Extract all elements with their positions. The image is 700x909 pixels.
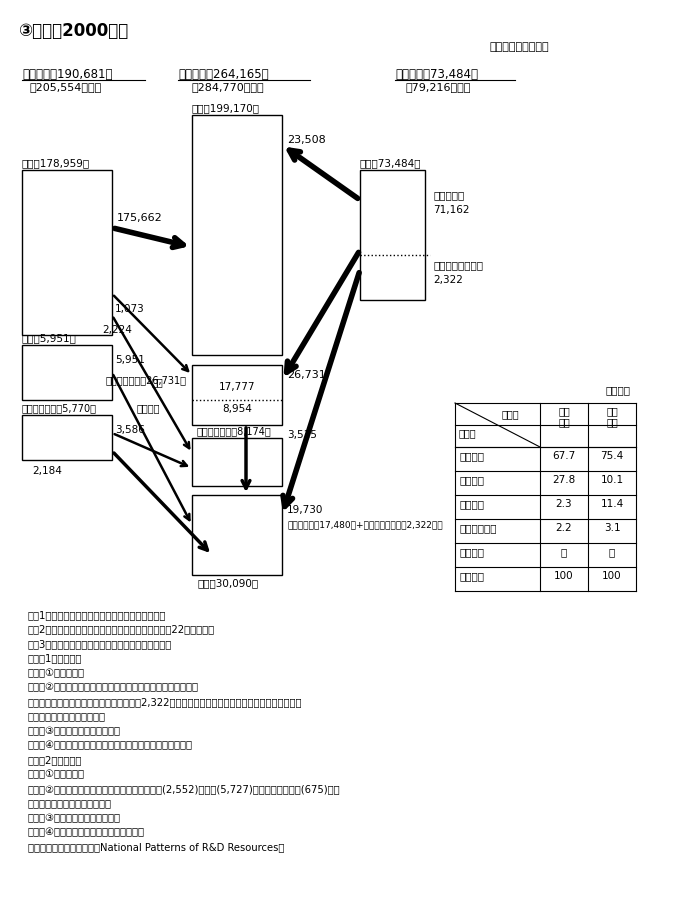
Text: 使用
割合: 使用 割合 — [606, 406, 618, 427]
Text: 11.4: 11.4 — [601, 499, 624, 509]
Text: 大　　学: 大 学 — [459, 499, 484, 509]
Text: 民営研究機関: 民営研究機関 — [459, 523, 496, 533]
Bar — [192, 438, 282, 486]
Text: 23,508: 23,508 — [287, 135, 326, 145]
Text: （大学5,951）: （大学5,951） — [22, 333, 77, 343]
Bar — [192, 365, 282, 425]
Text: ④民営研究機関：営利を目的としない民営の研究機関: ④民営研究機関：営利を目的としない民営の研究機関 — [28, 741, 193, 751]
Text: （政府研究機関26,731）: （政府研究機関26,731） — [106, 375, 187, 385]
Text: 外　　国: 外 国 — [459, 547, 484, 557]
Text: 100: 100 — [554, 571, 574, 581]
Text: 政　　府: 政 府 — [459, 475, 484, 485]
Text: （総使用額264,165）: （総使用額264,165） — [178, 68, 269, 81]
Text: （2）使用者側: （2）使用者側 — [28, 755, 83, 765]
Text: 26,731: 26,731 — [287, 370, 326, 380]
Text: 2.3: 2.3 — [556, 499, 573, 509]
Text: 州及び地方政府分: 州及び地方政府分 — [433, 260, 483, 270]
Text: 連邦政府分: 連邦政府分 — [433, 190, 464, 200]
Text: （産業199,170）: （産業199,170） — [192, 103, 260, 113]
Text: 3.1: 3.1 — [603, 523, 620, 533]
Text: ①産業：産業: ①産業：産業 — [28, 668, 85, 678]
Text: ④民営研究機関：負担者側に同じ。: ④民営研究機関：負担者側に同じ。 — [28, 827, 145, 837]
Text: （205,554億円）: （205,554億円） — [30, 82, 102, 92]
Text: 100: 100 — [602, 571, 622, 581]
Text: 10.1: 10.1 — [601, 475, 624, 485]
Text: 直営: 直営 — [152, 377, 164, 387]
Text: 単位：％: 単位：％ — [606, 385, 631, 395]
Text: 71,162: 71,162 — [433, 205, 470, 215]
Bar — [22, 415, 112, 460]
Text: 19,730: 19,730 — [287, 505, 323, 515]
Text: 産　　業: 産 業 — [459, 451, 484, 461]
Text: ③米国（2000年）: ③米国（2000年） — [18, 22, 128, 40]
Text: 注）1．自然科学と人文・社会科学の合計である。: 注）1．自然科学と人文・社会科学の合計である。 — [28, 610, 167, 620]
Text: 資料：米国国立科学財団「National Patterns of R&D Resources」: 資料：米国国立科学財団「National Patterns of R&D Res… — [28, 842, 284, 852]
Text: （政府73,484）: （政府73,484） — [360, 158, 421, 168]
Text: 州及び地方政府からの負担額（2,322）は大学への支出であり、その他の機関への負担: 州及び地方政府からの負担額（2,322）は大学への支出であり、その他の機関への負… — [28, 697, 302, 707]
Text: 175,662: 175,662 — [117, 213, 162, 223]
Text: 75.4: 75.4 — [601, 451, 624, 461]
Text: 8,954: 8,954 — [222, 404, 252, 414]
Text: （政府負担73,484）: （政府負担73,484） — [395, 68, 478, 81]
Bar — [192, 115, 282, 355]
Text: 運営委託: 運営委託 — [137, 403, 160, 413]
Text: 合　　計: 合 計 — [459, 571, 484, 581]
Text: （連邦政府（17,480）+州及び地方政府（2,322））: （連邦政府（17,480）+州及び地方政府（2,322）） — [287, 520, 442, 529]
Text: 27.8: 27.8 — [552, 475, 575, 485]
Text: 3．各組織の範囲については次のとおりである。: 3．各組織の範囲については次のとおりである。 — [28, 639, 172, 649]
Text: ①産業：産業: ①産業：産業 — [28, 770, 85, 780]
Text: 組　織: 組 織 — [459, 428, 477, 438]
Bar — [192, 495, 282, 575]
Text: －: － — [609, 547, 615, 557]
Text: 負担
割合: 負担 割合 — [558, 406, 570, 427]
Bar — [360, 170, 425, 300]
Text: ②政府：連邦政府、連邦政府研究機関、州及び地方政府: ②政府：連邦政府、連邦政府研究機関、州及び地方政府 — [28, 683, 199, 693]
Text: （単位：百万ドル）: （単位：百万ドル） — [490, 42, 550, 52]
Text: （1）負担者側: （1）負担者側 — [28, 654, 83, 664]
Text: 17,777: 17,777 — [218, 382, 256, 392]
Text: ③大学：公立及び私立大学: ③大学：公立及び私立大学 — [28, 726, 121, 736]
Text: ③大学：公立及び私立大学: ③大学：公立及び私立大学 — [28, 813, 121, 823]
Text: （産業178,959）: （産業178,959） — [22, 158, 90, 168]
Text: 2.2: 2.2 — [556, 523, 573, 533]
Text: （民間負担190,681）: （民間負担190,681） — [22, 68, 113, 81]
Text: （民営研究機関5,770）: （民営研究機関5,770） — [22, 403, 97, 413]
Text: （284,770億円）: （284,770億円） — [192, 82, 265, 92]
Text: 区　分: 区 分 — [501, 409, 519, 419]
Text: 2,184: 2,184 — [32, 466, 62, 476]
Text: 67.7: 67.7 — [552, 451, 575, 461]
Text: 2,322: 2,322 — [433, 275, 463, 285]
Text: 2．邦貨への換算はＩＭＦ為替レート（付属資料22）による。: 2．邦貨への換算はＩＭＦ為替レート（付属資料22）による。 — [28, 624, 215, 634]
Bar — [22, 345, 112, 400]
Text: （民営研究機関8,174）: （民営研究機関8,174） — [197, 426, 272, 436]
Text: 5,951: 5,951 — [115, 355, 145, 365]
Text: 1,073: 1,073 — [115, 304, 145, 314]
Text: （大学30,090）: （大学30,090） — [197, 578, 258, 588]
Text: ②政府研究機関：連邦政府研究機関（民間(2,552)、大学(5,727)、非営利研究機関(675)に委: ②政府研究機関：連邦政府研究機関（民間(2,552)、大学(5,727)、非営利… — [28, 784, 341, 794]
Text: 託するものを含む）: 託するものを含む） — [28, 798, 112, 808]
Text: （79,216億円）: （79,216億円） — [405, 82, 470, 92]
Text: 3,515: 3,515 — [287, 430, 317, 440]
Text: 額は不明である。: 額は不明である。 — [28, 712, 106, 722]
Text: 3,586: 3,586 — [115, 425, 145, 435]
Text: －: － — [561, 547, 567, 557]
Bar — [22, 170, 112, 335]
Text: 2,224: 2,224 — [102, 325, 132, 335]
